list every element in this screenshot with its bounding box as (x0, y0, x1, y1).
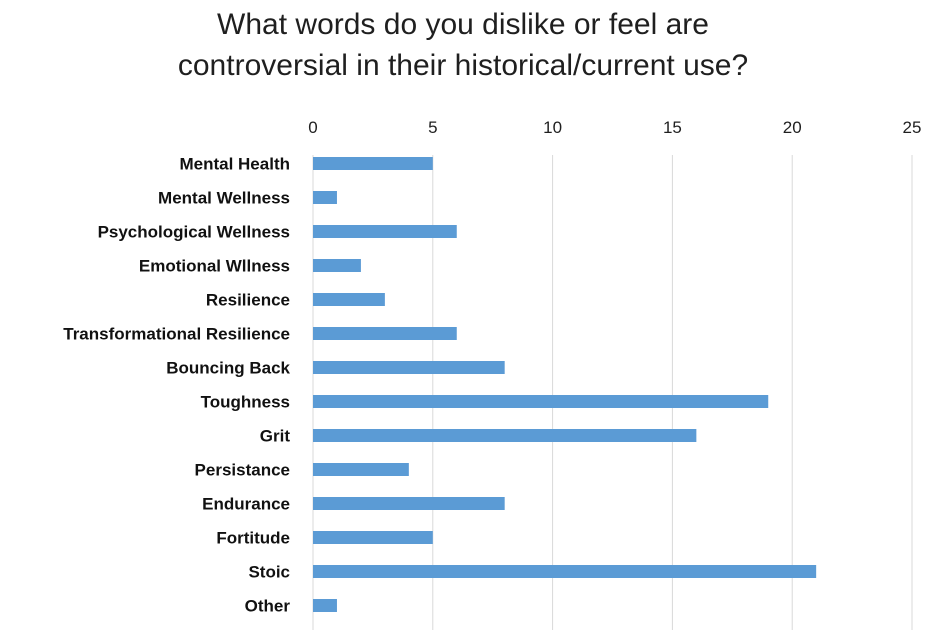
category-label: Stoic (248, 563, 290, 582)
bar (313, 497, 505, 510)
category-label: Toughness (201, 393, 290, 412)
chart-title-line-1: What words do you dislike or feel are (217, 8, 709, 41)
bar (313, 565, 817, 578)
category-label: Other (245, 597, 291, 616)
x-tick-label: 25 (903, 118, 922, 137)
category-label: Emotional Wllness (139, 257, 290, 276)
category-label: Bouncing Back (166, 359, 290, 378)
bar (313, 293, 385, 306)
x-tick-label: 10 (543, 118, 562, 137)
bar (313, 191, 337, 204)
category-label: Grit (260, 427, 291, 446)
bar (313, 531, 433, 544)
category-label: Persistance (195, 461, 290, 480)
bar (313, 429, 697, 442)
bar (313, 259, 361, 272)
chart-title-line-2: controversial in their historical/curren… (177, 49, 749, 82)
x-tick-label: 5 (428, 118, 437, 137)
category-label: Mental Health (179, 155, 290, 174)
category-label: Mental Wellness (158, 189, 290, 208)
x-tick-labels: 0 5 10 15 20 25 (308, 118, 921, 137)
bar (313, 327, 457, 340)
category-label: Resilience (206, 291, 290, 310)
bars (313, 157, 817, 612)
category-label: Transformational Resilience (63, 325, 290, 344)
category-label: Endurance (202, 495, 290, 514)
bar (313, 225, 457, 238)
x-tick-label: 0 (308, 118, 317, 137)
category-labels: Mental Health Mental Wellness Psychologica… (63, 155, 290, 616)
bar (313, 395, 769, 408)
bar (313, 361, 505, 374)
bar (313, 157, 433, 170)
category-label: Psychological Wellness (98, 223, 290, 242)
chart-title: What words do you dislike or feel are co… (0, 4, 926, 86)
x-tick-label: 20 (783, 118, 802, 137)
bar (313, 599, 337, 612)
bar (313, 463, 409, 476)
x-tick-label: 15 (663, 118, 682, 137)
category-label: Fortitude (216, 529, 290, 548)
